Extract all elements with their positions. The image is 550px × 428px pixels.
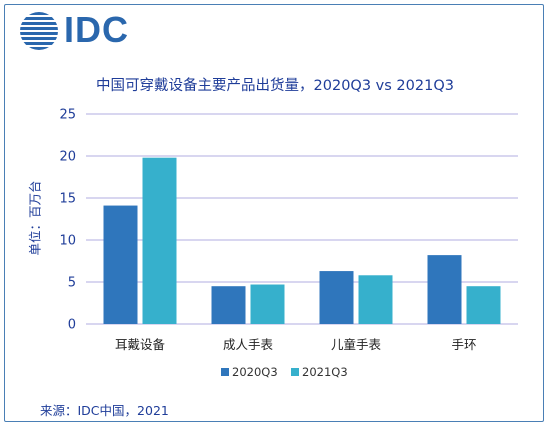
bar-2021Q3-2: [358, 275, 393, 324]
legend-label: 2020Q3: [232, 365, 278, 379]
source-note: 来源：IDC中国，2021: [40, 403, 169, 418]
bar-2021Q3-0: [142, 157, 177, 324]
y-tick-label: 15: [59, 192, 76, 207]
idc-logo: IDC: [18, 8, 138, 52]
globe-icon: [20, 12, 58, 50]
bar-2020Q3-1: [211, 286, 246, 324]
legend-label: 2021Q3: [302, 365, 348, 379]
x-category-label: 耳戴设备: [115, 337, 166, 352]
bar-2021Q3-1: [250, 284, 285, 324]
chart-title: 中国可穿戴设备主要产品出货量，2020Q3 vs 2021Q3: [96, 78, 454, 94]
legend-swatch: [291, 368, 299, 376]
y-tick-label: 25: [59, 108, 76, 123]
y-tick-label: 5: [68, 276, 76, 291]
bar-2020Q3-2: [319, 271, 354, 324]
x-category-label: 儿童手表: [331, 337, 382, 352]
x-category-label: 成人手表: [223, 337, 274, 352]
logo-text: IDC: [64, 9, 129, 50]
bar-2020Q3-3: [427, 255, 462, 324]
bar-2020Q3-0: [103, 205, 138, 324]
chart-frame: [4, 4, 544, 422]
y-tick-label: 20: [59, 150, 76, 165]
y-tick-label: 10: [59, 234, 76, 249]
bar-2021Q3-3: [466, 286, 501, 324]
legend-swatch: [221, 368, 229, 376]
x-category-label: 手环: [451, 337, 476, 352]
y-tick-label: 0: [68, 318, 76, 333]
